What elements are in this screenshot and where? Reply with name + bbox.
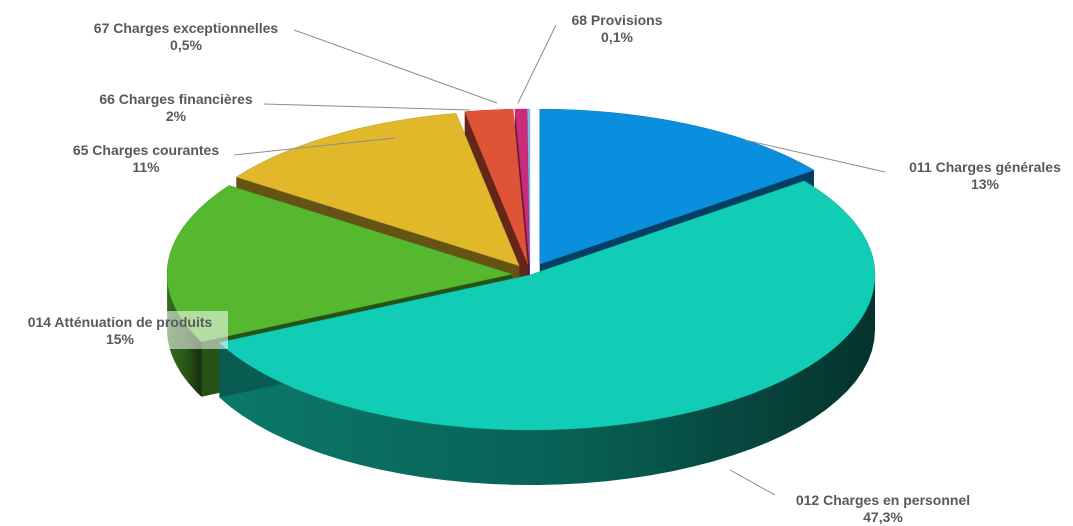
leader-line — [264, 104, 470, 110]
data-label-percent: 15% — [106, 331, 135, 347]
data-label-name: 011 Charges générales — [909, 159, 1061, 175]
data-label-percent: 0,5% — [170, 37, 202, 53]
data-label-percent: 11% — [132, 159, 160, 175]
data-label-percent: 47,3% — [863, 509, 903, 525]
data-label-name: 65 Charges courantes — [73, 142, 219, 158]
data-label-percent: 2% — [166, 108, 187, 124]
data-label-percent: 0,1% — [601, 29, 633, 45]
data-label-name: 67 Charges exceptionnelles — [94, 20, 279, 36]
data-label-name: 012 Charges en personnel — [796, 492, 970, 508]
data-label-name: 68 Provisions — [571, 12, 662, 28]
leader-line — [518, 25, 556, 103]
data-label-name: 014 Atténuation de produits — [28, 314, 213, 330]
leader-line — [294, 30, 497, 103]
data-label-name: 66 Charges financières — [99, 91, 253, 107]
leader-line — [730, 470, 775, 495]
data-label-percent: 13% — [971, 176, 1000, 192]
